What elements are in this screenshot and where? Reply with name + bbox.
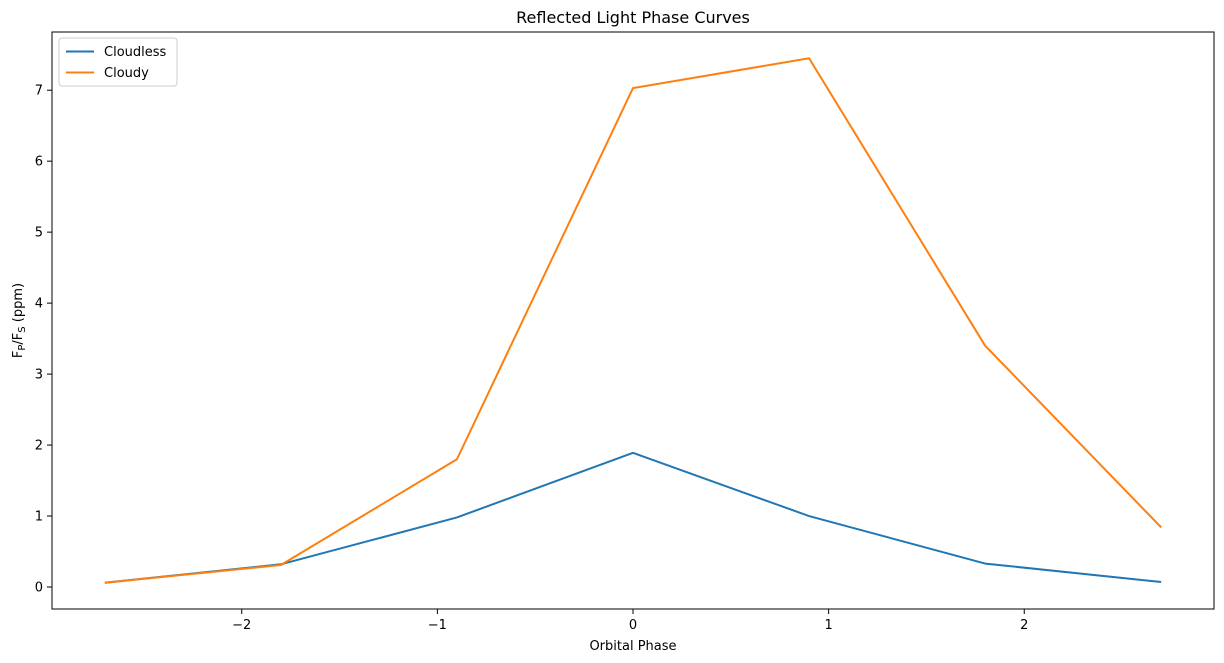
y-tick-label: 2 (35, 439, 43, 454)
x-axis-title: Orbital Phase (589, 639, 676, 654)
y-axis-title-sub1: P (17, 345, 28, 351)
y-axis-title-unit: (ppm) (11, 283, 26, 326)
y-tick-label: 0 (35, 580, 43, 595)
y-tick-label: 6 (35, 155, 43, 170)
y-axis-title: FP/FS (ppm) (11, 283, 28, 358)
x-tick-label: 1 (824, 618, 832, 633)
y-tick-label: 5 (35, 226, 43, 241)
legend-box (58, 37, 178, 87)
y-axis-ticks: 0 1 2 3 4 5 6 7 (35, 84, 52, 595)
chart-title: Reflected Light Phase Curves (516, 8, 750, 27)
series-line-cloudy (104, 57, 1162, 584)
legend-label-cloudless: Cloudless (104, 45, 167, 60)
y-tick-label: 3 (35, 368, 43, 383)
x-tick-label: −1 (428, 618, 447, 633)
y-tick-label: 4 (35, 297, 43, 312)
x-tick-label: −2 (232, 618, 251, 633)
plot-series (104, 57, 1162, 584)
plot-frame (51, 31, 1215, 610)
y-axis-title-sub2: S (17, 326, 28, 332)
x-tick-label: 0 (629, 618, 637, 633)
y-axis-title-main: F (11, 351, 26, 358)
y-tick-label: 1 (35, 510, 43, 525)
x-tick-label: 2 (1020, 618, 1028, 633)
legend-label-cloudy: Cloudy (104, 66, 149, 81)
y-axis-title-sep: /F (11, 333, 26, 345)
x-axis-ticks: −2 −1 0 1 2 (232, 609, 1028, 633)
legend: Cloudless Cloudy (58, 37, 178, 87)
y-tick-label: 7 (35, 84, 43, 99)
